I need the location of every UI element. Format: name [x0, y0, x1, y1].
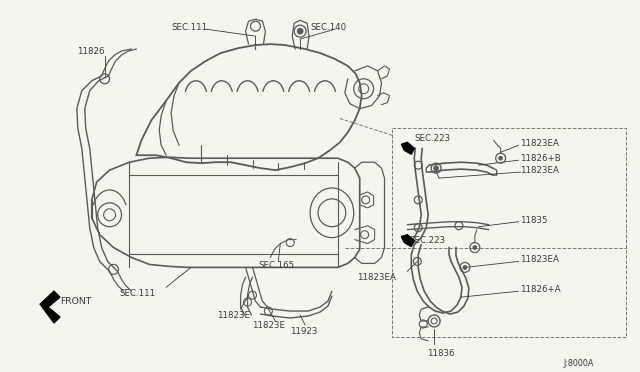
- Text: 11823EA: 11823EA: [520, 256, 559, 264]
- Text: SEC.111: SEC.111: [171, 23, 207, 32]
- Text: 11826: 11826: [77, 47, 104, 56]
- Text: 11836: 11836: [427, 349, 454, 358]
- Text: 11823E: 11823E: [217, 311, 250, 320]
- Text: FRONT: FRONT: [60, 297, 92, 306]
- Text: 11826+B: 11826+B: [520, 154, 561, 163]
- Text: SEC.165: SEC.165: [259, 262, 294, 270]
- Text: 11923: 11923: [290, 327, 317, 336]
- Text: J:8000A: J:8000A: [563, 359, 593, 368]
- Circle shape: [499, 156, 502, 160]
- Circle shape: [434, 166, 438, 171]
- Bar: [392, 128, 626, 337]
- Polygon shape: [401, 142, 414, 154]
- Polygon shape: [40, 291, 60, 323]
- Text: 11823EA: 11823EA: [520, 140, 559, 148]
- Text: SEC.111: SEC.111: [120, 289, 156, 298]
- Circle shape: [463, 265, 467, 269]
- Text: SEC.140: SEC.140: [310, 23, 346, 32]
- Circle shape: [297, 28, 303, 34]
- Text: 11835: 11835: [520, 216, 548, 225]
- Text: 11823EA: 11823EA: [520, 166, 559, 175]
- Text: SEC.223: SEC.223: [410, 235, 445, 245]
- Text: 11823EA: 11823EA: [356, 273, 396, 282]
- Circle shape: [473, 246, 477, 250]
- Text: 11826+A: 11826+A: [520, 285, 561, 294]
- Polygon shape: [401, 235, 414, 247]
- Text: 11823E: 11823E: [253, 321, 285, 330]
- Text: SEC.223: SEC.223: [414, 134, 451, 143]
